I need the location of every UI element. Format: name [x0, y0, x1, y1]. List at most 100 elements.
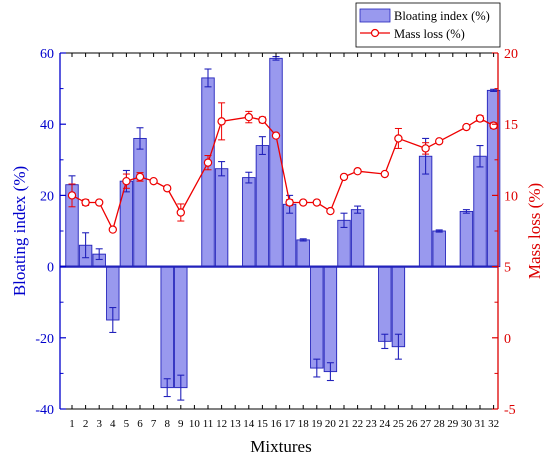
x-tick-label: 16	[271, 418, 283, 430]
x-tick-label: 31	[475, 418, 486, 430]
x-tick-label: 11	[203, 418, 214, 430]
mass-loss-point-mixture-11	[203, 158, 213, 167]
bar-error-mixture-31	[476, 145, 484, 168]
bar-error-mixture-19	[313, 358, 321, 378]
mass-loss-point-mixture-27	[421, 144, 430, 153]
mass-loss-point-mixture-17	[285, 198, 294, 207]
x-tick-label: 14	[243, 418, 255, 430]
bar-mixture-6	[133, 137, 147, 268]
x-tick-label: 18	[298, 418, 310, 430]
bar-error-mixture-28	[435, 229, 443, 233]
mass-loss-point-mixture-32	[489, 121, 498, 130]
bar-error-mixture-11	[204, 68, 212, 88]
x-tick-label: 19	[311, 418, 323, 430]
mass-loss-point-mixture-2	[81, 198, 90, 207]
x-axis-title: Mixtures	[250, 437, 311, 456]
x-tick-label: 4	[110, 418, 116, 430]
bar-error-mixture-21	[340, 212, 348, 228]
bar-mixture-9	[174, 266, 188, 389]
x-tick-label: 24	[379, 418, 391, 430]
x-tick-label: 28	[434, 418, 446, 430]
right-tick-label: 20	[504, 47, 518, 62]
x-tick-label: 9	[178, 418, 184, 430]
mass-loss-point-mixture-7	[149, 176, 158, 186]
left-tick-label: 0	[47, 261, 54, 276]
mass-loss-point-mixture-16	[271, 131, 281, 140]
bar-mixture-14	[242, 177, 256, 268]
mass-loss-point-mixture-21	[339, 172, 349, 182]
mass-loss-point-mixture-19	[312, 198, 321, 207]
x-tick-label: 7	[151, 418, 157, 430]
x-tick-label: 21	[339, 418, 350, 430]
bar-error-mixture-15	[258, 136, 266, 156]
y-axis-title-left: Bloating index (%)	[10, 166, 29, 296]
mass-loss-point-mixture-31	[475, 114, 485, 123]
bar-mixture-19	[310, 266, 324, 369]
bar-error-mixture-2	[82, 232, 90, 259]
right-tick-label: 5	[504, 261, 511, 276]
bar-mixture-20	[323, 266, 338, 373]
x-tick-label: 2	[83, 418, 89, 430]
legend-label-bloating-index: Bloating index (%)	[394, 9, 490, 23]
x-tick-label: 10	[189, 418, 201, 430]
x-axis-ticks: 1 2 3 4 5 6 7 8 9 10 11 12 13 14 15 16 17 18 19 20 21 22 23 24 2…	[69, 53, 499, 430]
mass-loss-point-mixture-30	[462, 122, 471, 132]
x-tick-label: 8	[164, 418, 170, 430]
bar-error-mixture-14	[245, 171, 253, 184]
bar-mixture-18	[296, 239, 310, 268]
mass-loss-point-mixture-9	[176, 208, 185, 217]
mass-loss-point-mixture-3	[94, 198, 104, 207]
x-tick-label: 13	[230, 418, 242, 430]
x-tick-label: 5	[124, 418, 130, 430]
left-tick-label: -20	[35, 332, 54, 347]
left-tick-label: 20	[40, 189, 54, 204]
bar-mixture-15	[255, 145, 270, 268]
mass-loss-point-mixture-28	[435, 137, 444, 146]
bar-mixture-30	[459, 210, 474, 268]
right-axis-ticks: -5 0 5 10 15 20	[492, 47, 518, 418]
mass-loss-point-mixture-22	[353, 166, 362, 176]
x-tick-label: 15	[257, 418, 269, 430]
legend: Bloating index (%) Mass loss (%)	[355, 2, 501, 48]
right-tick-label: 0	[504, 332, 511, 347]
x-tick-label: 25	[393, 418, 405, 430]
bar-error-mixture-8	[163, 378, 171, 398]
bar-error-mixture-4	[109, 306, 117, 334]
bar-mixture-24	[378, 266, 392, 342]
mass-loss-point-mixture-8	[162, 184, 172, 193]
bar-error-mixture-24	[381, 333, 389, 350]
bar-error-mixture-30	[462, 209, 470, 214]
x-tick-label: 12	[216, 418, 227, 430]
mass-loss-point-mixture-4	[108, 225, 118, 234]
mass-loss-point-mixture-1	[67, 191, 77, 200]
mass-loss-point-mixture-25	[394, 134, 403, 143]
bar-mixture-12	[214, 168, 229, 268]
x-tick-label: 1	[69, 418, 75, 430]
bar-mixture-5	[119, 180, 134, 268]
x-tick-label: 22	[352, 418, 363, 430]
mass-loss-point-mixture-14	[244, 112, 253, 122]
right-tick-label: -5	[504, 403, 516, 418]
bar-error-mixture-32	[490, 88, 498, 92]
x-tick-label: 26	[407, 418, 419, 430]
bar-error-mixture-25	[394, 333, 402, 360]
legend-swatch-bloating-index	[359, 8, 391, 23]
mass-loss-point-mixture-24	[380, 169, 389, 179]
bar-mixture-16	[269, 57, 283, 268]
mass-loss-point-mixture-12	[217, 117, 226, 126]
x-tick-label: 3	[96, 418, 102, 430]
bar-error-mixture-6	[136, 127, 144, 150]
left-axis-ticks: -40 -20 0 20 40 60	[35, 47, 66, 418]
bar-error-mixture-12	[218, 161, 226, 177]
mass-loss-line-layer	[67, 102, 498, 234]
bar-mixture-31	[473, 155, 487, 268]
right-tick-label: 15	[504, 118, 518, 133]
y-axis-title-right: Mass loss (%)	[525, 183, 544, 279]
x-tick-label: 30	[461, 418, 473, 430]
mass-loss-point-mixture-20	[326, 206, 335, 216]
mass-loss-point-mixture-6	[135, 172, 145, 182]
x-tick-label: 20	[325, 418, 337, 430]
bar-mixture-22	[350, 209, 365, 268]
bar-mixture-11	[201, 77, 215, 268]
bar-error-mixture-20	[326, 362, 334, 382]
